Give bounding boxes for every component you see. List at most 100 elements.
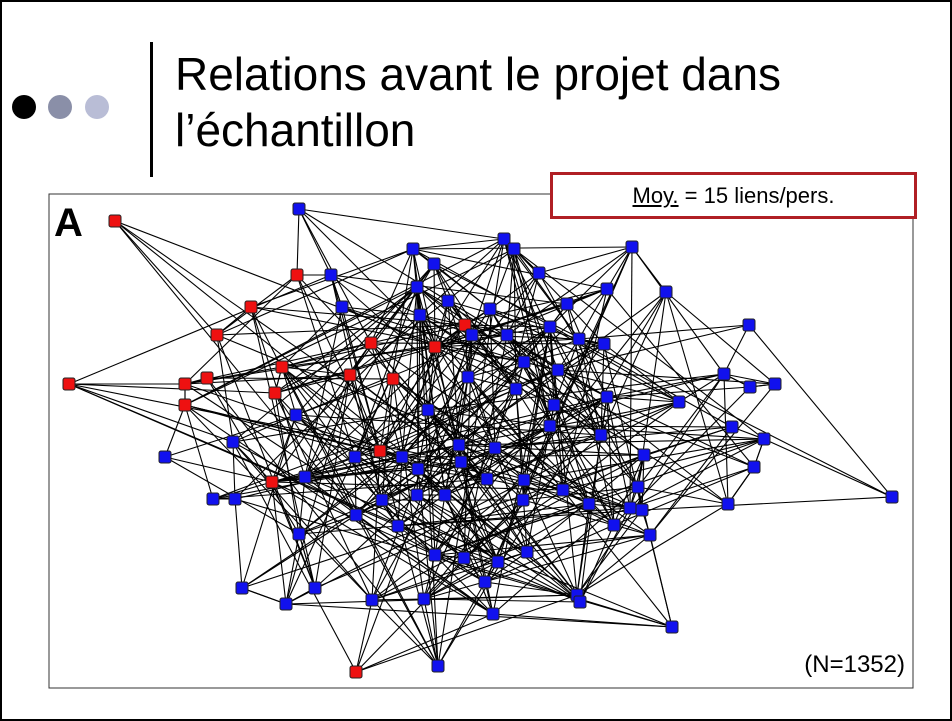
- edge: [212, 481, 273, 500]
- edge: [392, 378, 564, 491]
- node: [427, 257, 441, 271]
- edge: [665, 291, 729, 505]
- edge: [68, 383, 462, 463]
- edge: [416, 286, 466, 326]
- edge: [513, 248, 580, 340]
- edge: [354, 409, 429, 458]
- edge: [748, 324, 893, 498]
- edge: [417, 468, 499, 563]
- node: [461, 370, 475, 384]
- edge: [492, 613, 673, 628]
- node: [665, 620, 679, 634]
- edge: [423, 598, 581, 603]
- edge: [423, 534, 651, 600]
- edge: [467, 376, 496, 449]
- edge: [250, 306, 357, 516]
- node: [757, 432, 771, 446]
- edge: [234, 314, 421, 500]
- edge: [216, 334, 316, 589]
- node: [62, 377, 76, 391]
- annotation-underlined: Moy.: [632, 183, 679, 208]
- edge: [433, 263, 491, 310]
- edge: [522, 486, 639, 501]
- edge: [467, 376, 517, 390]
- node: [178, 377, 192, 391]
- edge: [494, 401, 680, 449]
- edge: [606, 386, 751, 398]
- edge: [723, 373, 776, 385]
- edge: [241, 587, 287, 605]
- edge: [526, 534, 651, 553]
- edge: [538, 246, 633, 274]
- edge: [164, 456, 273, 483]
- edge: [434, 494, 446, 556]
- node: [635, 503, 649, 517]
- edge: [523, 338, 580, 363]
- node: [768, 377, 782, 391]
- node: [573, 595, 587, 609]
- edge: [523, 479, 581, 603]
- edge: [523, 343, 605, 363]
- edge: [506, 248, 515, 336]
- edge: [427, 346, 436, 411]
- edge: [460, 461, 499, 563]
- edge: [434, 447, 496, 556]
- edge: [295, 288, 608, 416]
- edge: [423, 594, 578, 600]
- edge: [549, 425, 733, 428]
- edge: [506, 334, 555, 406]
- node: [349, 665, 363, 679]
- edge: [234, 498, 673, 628]
- edge: [423, 598, 439, 667]
- node: [343, 368, 357, 382]
- node: [324, 268, 338, 282]
- node: [600, 390, 614, 404]
- edge: [427, 409, 551, 427]
- edge: [641, 496, 893, 511]
- node: [290, 268, 304, 282]
- edge: [506, 272, 540, 336]
- edge: [164, 404, 186, 458]
- edge: [355, 499, 524, 673]
- node: [335, 300, 349, 314]
- edge: [467, 334, 508, 378]
- edge: [341, 306, 381, 452]
- edge: [304, 456, 356, 478]
- edge: [578, 288, 608, 340]
- edge: [416, 326, 551, 496]
- edge: [412, 246, 633, 250]
- edge: [355, 376, 469, 516]
- edge: [427, 373, 725, 411]
- node: [721, 497, 735, 511]
- edge: [523, 479, 615, 526]
- node: [572, 332, 586, 346]
- edge: [562, 438, 765, 491]
- edge: [523, 361, 680, 403]
- edge: [68, 274, 332, 385]
- node: [178, 398, 192, 412]
- edge: [234, 498, 243, 589]
- edge: [281, 306, 343, 368]
- edge: [397, 509, 643, 527]
- edge: [600, 434, 639, 488]
- edge: [397, 494, 446, 527]
- node: [244, 300, 258, 314]
- edge: [304, 468, 419, 478]
- edge: [419, 314, 473, 336]
- edge: [463, 489, 564, 559]
- node: [743, 380, 757, 394]
- edge: [513, 248, 765, 440]
- edge: [649, 383, 776, 536]
- edge: [471, 334, 580, 340]
- node: [417, 592, 431, 606]
- node: [672, 395, 686, 409]
- edge: [566, 288, 608, 305]
- edge: [371, 598, 425, 601]
- node: [406, 242, 420, 256]
- edge: [304, 476, 673, 628]
- edge: [494, 434, 602, 449]
- edge: [723, 373, 729, 505]
- node: [206, 492, 220, 506]
- edge: [381, 291, 667, 501]
